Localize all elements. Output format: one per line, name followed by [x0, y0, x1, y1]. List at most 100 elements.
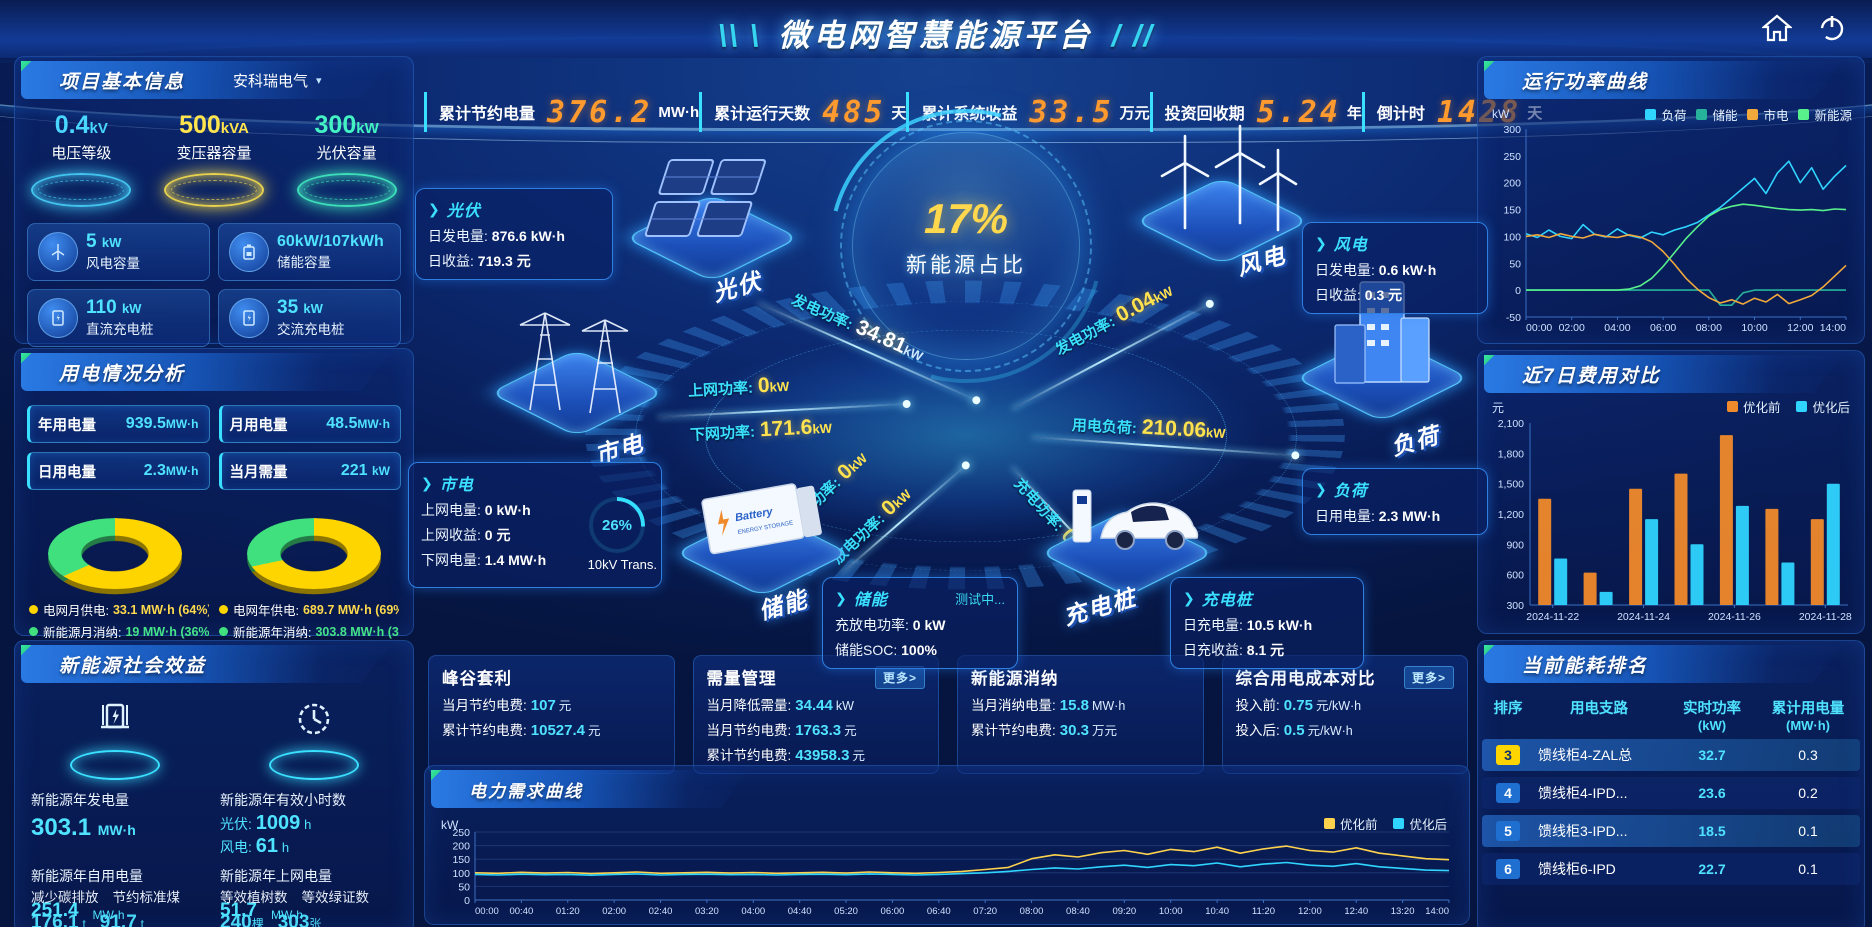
demand-curve-chart: 0 50 100 150 200 250 00:00 00:40 01:20 02:00 02:40… [433, 826, 1459, 918]
panel-usage-analysis: 用电情况分析 年用电量 939.5MW·h 月用电量 48.5MW·h 日用电量 2.… [14, 348, 414, 640]
card-cost-comparison: 综合用电成本对比 更多> 投入前: 0.75 元/kW·h 投入后: 0.5 元/kW·h [1221, 655, 1468, 774]
svg-text:2,100: 2,100 [1498, 418, 1524, 430]
glow-ring [268, 750, 359, 780]
svg-text:-50: -50 [1506, 312, 1521, 324]
glow-ring [69, 750, 160, 780]
flow-grid-import: 下网功率: 171.6kW [689, 415, 833, 444]
charger-icon [229, 298, 269, 338]
panel-cost-compare: 近7日费用对比 元 优化前 优化后 300 600 900 1,200 1,500 1,8… [1477, 350, 1865, 634]
solar-energy-icon [93, 703, 137, 745]
svg-text:12:40: 12:40 [1344, 906, 1368, 917]
svg-text:250: 250 [1503, 151, 1521, 163]
svg-text:1,800: 1,800 [1498, 448, 1524, 460]
infobox-pv: ❯ 光伏 日发电量: 876.6 kW·h 日收益: 719.3 元 [415, 188, 613, 280]
svg-text:12:00: 12:00 [1787, 322, 1813, 334]
plate-charger: 充电桩 [1060, 584, 1140, 630]
battery-icon [229, 232, 269, 272]
power-icon[interactable] [1818, 14, 1846, 42]
flow-load-power: 用电负荷: 210.06kW [1071, 415, 1226, 443]
capacity-cards: 5 kW 风电容量 60kW/107kWh 储能容量 110 kW 直流充电桩 … [27, 223, 401, 347]
rank-badge: 5 [1496, 821, 1520, 841]
svg-text:0: 0 [464, 895, 470, 907]
donut-legends: 电网月供电: 33.1 MW·h (64%) 电网年供电: 689.7 MW·h (… [29, 600, 399, 641]
table-row[interactable]: 5 馈线柜3-IPD... 18.5 0.1 [1482, 815, 1860, 847]
infobox-wind: ❯ 风电 日发电量: 0.6 kW·h 日收益: 0.3 元 [1302, 222, 1488, 314]
cost-legend: 优化前 优化后 [1726, 397, 1850, 416]
renewable-share-value: 17% [923, 195, 1009, 242]
home-icon[interactable] [1762, 14, 1792, 42]
table-row[interactable]: 3 馈线柜4-ZAL总 32.7 0.3 [1482, 739, 1860, 771]
svg-text:13:20: 13:20 [1391, 906, 1415, 917]
donut-year-chart [239, 496, 389, 598]
infobox-grid: ❯ 市电 上网电量: 0 kW·h 上网收益: 0 元 下网电量: 1.4 MW·… [408, 462, 662, 588]
kpi-payback-period: 投资回收期 5.24 年 [1149, 92, 1362, 132]
legend-swatch [1645, 109, 1657, 120]
panel-benefits-header: 新能源社会效益 [21, 645, 392, 683]
panel-title: 用电情况分析 [59, 363, 186, 385]
svg-text:14:00: 14:00 [1425, 906, 1449, 917]
title-deco-left: \\ \ [718, 18, 761, 53]
svg-text:2024-11-26: 2024-11-26 [1708, 611, 1761, 623]
flow-charger-power: 充电功率:0kW [1010, 475, 1091, 562]
stat-self-use-overlap: 新能源年自用电量 251.4 MW·h 减少碳排放 节约标准煤 176.1 t 91.… [31, 868, 180, 927]
svg-text:08:40: 08:40 [1066, 906, 1090, 917]
svg-text:04:00: 04:00 [741, 906, 765, 917]
panel-title: 电力需求曲线 [469, 781, 583, 801]
table-row[interactable]: 6 馈线柜6-IPD 22.7 0.1 [1482, 853, 1860, 885]
svg-text:10:00: 10:00 [1741, 322, 1767, 334]
card-demand-management: 需量管理 更多> 当月降低需量: 34.44 kW 当月节约电费: 1763.3 元 累计… [692, 655, 939, 774]
svg-text:04:40: 04:40 [788, 906, 812, 917]
legend-dot [219, 627, 228, 636]
gauge-transformer: 500kVA 变压器容量 [154, 111, 274, 207]
svg-text:14:00: 14:00 [1820, 322, 1846, 334]
legend-swatch [1726, 401, 1738, 412]
svg-text:2024-11-24: 2024-11-24 [1617, 611, 1670, 623]
svg-text:1,200: 1,200 [1498, 509, 1524, 521]
corner-accent-icon [21, 61, 37, 75]
svg-text:200: 200 [1503, 178, 1521, 190]
svg-text:100: 100 [452, 868, 470, 880]
stat-to-grid-overlap: 新能源年上网电量 51.7 MW·h 等效植树数 等效绿证数 240棵 303张 [220, 868, 369, 927]
more-button[interactable]: 更多> [1403, 665, 1454, 689]
legend-dot [29, 605, 38, 614]
svg-text:08:00: 08:00 [1020, 906, 1044, 917]
panel-project-info: 项目基本信息 安科瑞电气 ▾ 0.4kV 电压等级 500kVA 变压器容量 3… [14, 56, 414, 347]
gauge-pv-capacity: 300kW 光伏容量 [287, 111, 407, 207]
gauge-pedestal [296, 173, 397, 207]
svg-text:2024-11-22: 2024-11-22 [1526, 611, 1579, 623]
cost-compare-chart: 300 600 900 1,200 1,500 1,800 2,100 2024-11-22 2… [1484, 415, 1856, 625]
usage-stats: 年用电量 939.5MW·h 月用电量 48.5MW·h 日用电量 2.3MW·h 当… [27, 405, 401, 490]
corner-accent-icon [1484, 645, 1500, 659]
legend-dot [29, 627, 38, 636]
transformer-gauge-label: 10kV Trans. [587, 557, 657, 572]
chevron-right-icon: ❯ [1315, 234, 1327, 251]
kpi-saved-energy: 累计节约电量 376.2 MW·h [424, 92, 699, 132]
svg-text:00:40: 00:40 [509, 906, 533, 917]
svg-text:00:00: 00:00 [475, 906, 499, 917]
corner-accent-icon [21, 645, 37, 659]
solar-panels-icon [620, 150, 800, 260]
page-title-text: 微电网智慧能源平台 [778, 18, 1094, 53]
corner-accent-icon [1484, 61, 1500, 75]
svg-text:02:00: 02:00 [1559, 322, 1585, 334]
panel-title: 项目基本信息 [59, 71, 186, 93]
svg-text:50: 50 [1509, 258, 1521, 270]
table-row[interactable]: 4 馈线柜4-IPD... 23.6 0.2 [1482, 777, 1860, 809]
benefit-icons [15, 697, 413, 780]
top-banner: \\ \ 微电网智慧能源平台 / // [0, 0, 1872, 143]
card-wind-capacity: 5 kW 风电容量 [27, 223, 210, 281]
svg-text:10:40: 10:40 [1205, 906, 1229, 917]
card-storage-capacity: 60kW/107kWh 储能容量 [218, 223, 401, 281]
flow-storage-discharge: 放电功率:0kW [829, 486, 915, 568]
svg-text:200: 200 [452, 841, 470, 853]
company-dropdown[interactable]: 安科瑞电气 ▾ [233, 72, 322, 90]
corner-accent-icon [21, 353, 37, 367]
transmission-towers-icon [480, 295, 670, 420]
panel-title: 新能源社会效益 [59, 655, 207, 677]
rank-badge: 4 [1496, 783, 1520, 803]
rank-badge: 3 [1496, 745, 1520, 765]
svg-text:150: 150 [1503, 205, 1521, 217]
generation-pedestal [40, 697, 190, 780]
page-title: \\ \ 微电网智慧能源平台 / // [0, 10, 1872, 55]
